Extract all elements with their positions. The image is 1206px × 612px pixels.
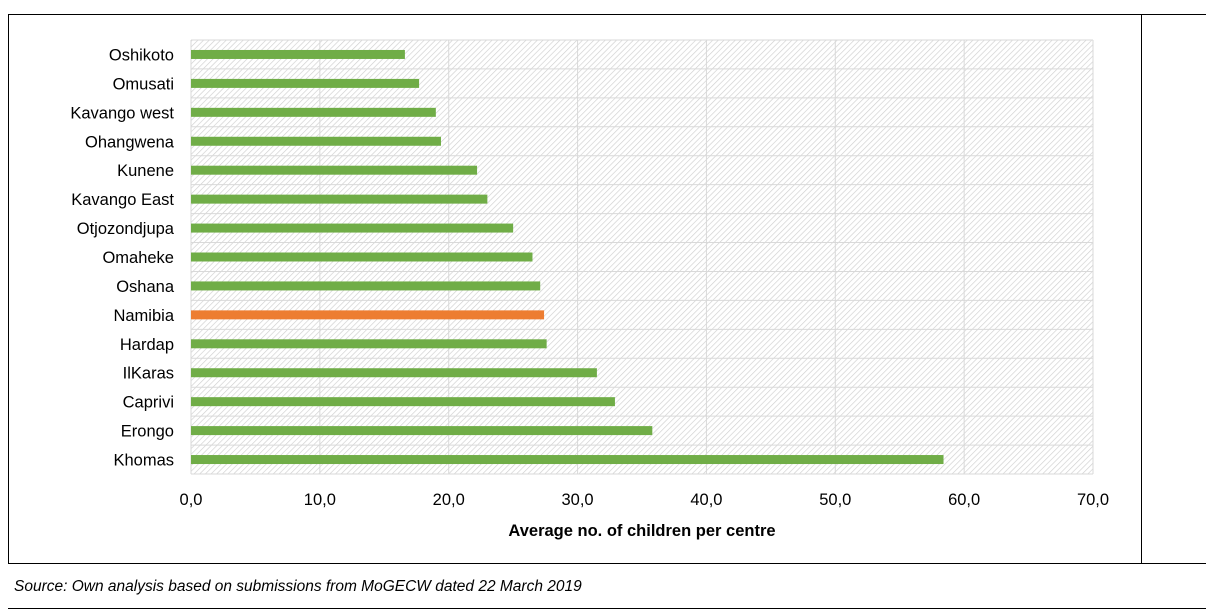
bar-kavango-east (191, 194, 488, 204)
bar-omaheke (191, 252, 533, 262)
category-label: Omusati (113, 75, 174, 93)
bar-oshana (191, 281, 541, 291)
category-label: Khomas (113, 452, 174, 470)
category-label: Kavango East (71, 191, 174, 209)
x-axis-label: Average no. of children per centre (508, 522, 775, 540)
bar-omusati (191, 78, 420, 88)
category-label: Ohangwena (85, 133, 175, 151)
x-tick-label: 40,0 (690, 491, 722, 509)
bar-erongo (191, 426, 653, 436)
x-tick-label: 60,0 (948, 491, 980, 509)
frame-bottom-border (8, 563, 1206, 564)
category-label: IlKaras (123, 365, 174, 383)
source-note: Source: Own analysis based on submission… (14, 578, 582, 595)
frame-right-border (1141, 14, 1142, 564)
bar-caprivi (191, 397, 615, 407)
category-label: Kavango west (70, 104, 174, 122)
category-labels: Oshikoto Omusati Kavango west Ohangwena Kune… (70, 46, 174, 469)
category-label: Hardap (120, 336, 174, 354)
x-tick-label: 20,0 (433, 491, 465, 509)
x-tick-labels: 0,0 10,0 20,0 30,0 40,0 50,0 60,0 70,0 (180, 491, 1110, 509)
category-label: Omaheke (102, 249, 174, 267)
bar-kavango-west (191, 107, 436, 117)
category-label: Oshikoto (109, 46, 174, 64)
category-label: Oshana (116, 278, 175, 296)
bar-kunene (191, 165, 478, 175)
x-tick-label: 50,0 (819, 491, 851, 509)
bar-otjozondjupa (191, 223, 514, 233)
footer-bottom-border (8, 608, 1206, 609)
category-label: Kunene (117, 162, 174, 180)
category-label: Erongo (121, 423, 174, 441)
frame-left-border (8, 14, 9, 564)
category-label: Caprivi (123, 394, 174, 412)
frame-top-border (8, 14, 1206, 15)
x-tick-label: 30,0 (562, 491, 594, 509)
bar-ohangwena (191, 136, 441, 146)
bars (191, 49, 944, 465)
x-tick-label: 10,0 (304, 491, 336, 509)
x-tick-label: 70,0 (1077, 491, 1109, 509)
bar-chart: Oshikoto Omusati Kavango west Ohangwena Kune… (70, 39, 1110, 540)
category-label: Otjozondjupa (77, 220, 175, 238)
bar-namibia (191, 310, 545, 320)
bar-oshikoto (191, 49, 405, 59)
category-label: Namibia (113, 307, 174, 325)
x-tick-label: 0,0 (180, 491, 203, 509)
bar-khomas (191, 455, 944, 465)
bar-ilkaras (191, 368, 597, 378)
bar-hardap (191, 339, 547, 349)
